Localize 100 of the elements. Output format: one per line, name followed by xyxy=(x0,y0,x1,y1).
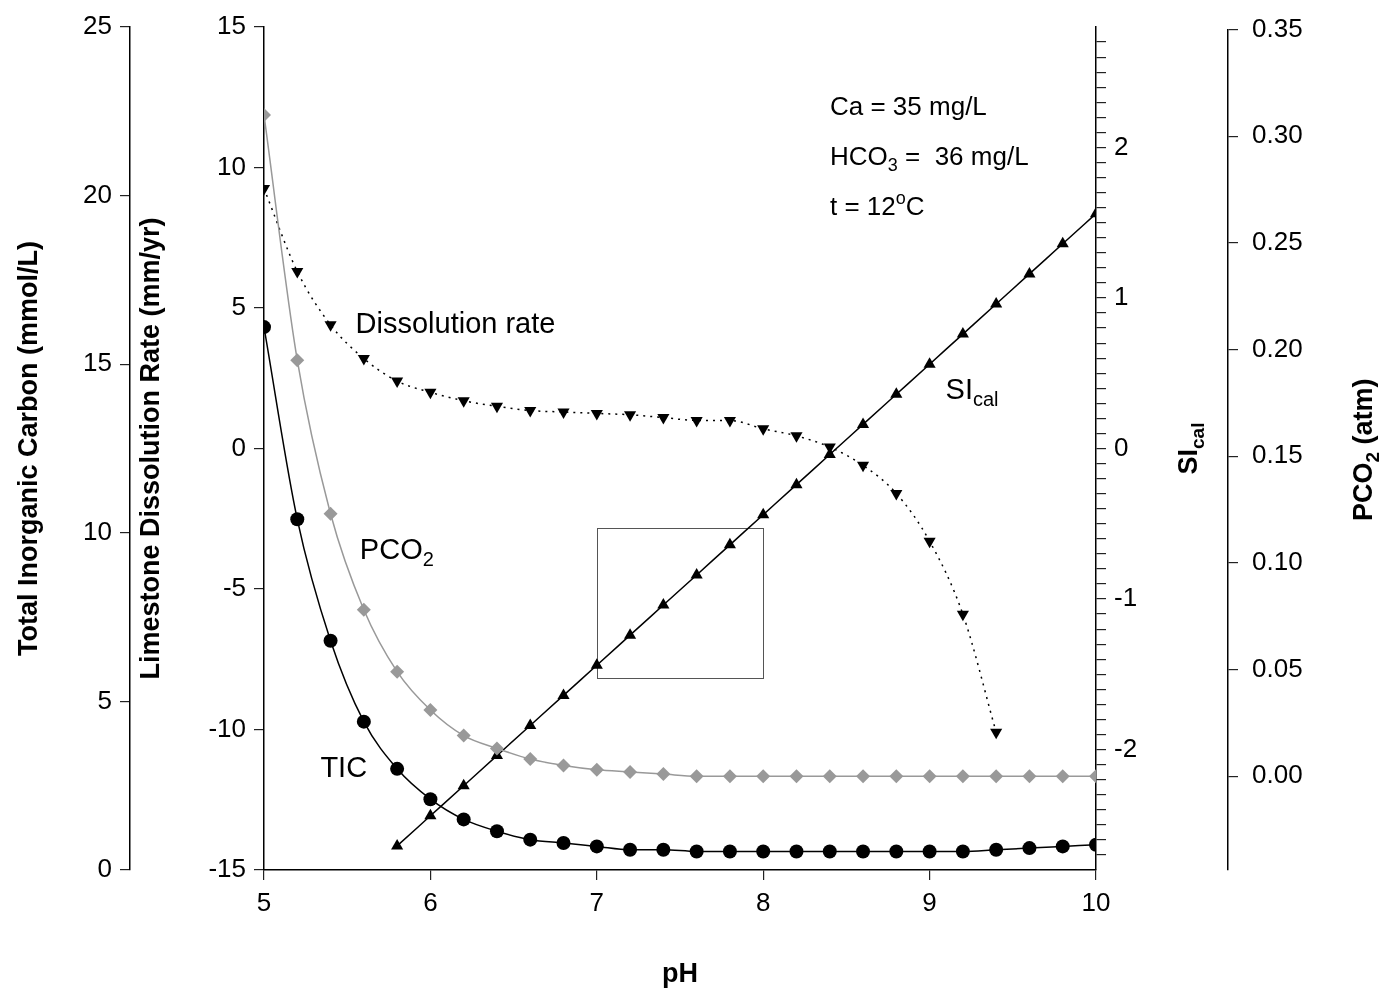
point xyxy=(922,769,937,784)
point xyxy=(624,411,637,422)
y3-tick-label: 0 xyxy=(97,853,112,884)
point xyxy=(889,769,904,784)
point xyxy=(690,567,703,579)
y-tick-label: -10 xyxy=(208,712,246,743)
point xyxy=(1055,839,1070,854)
point xyxy=(1055,769,1070,784)
point xyxy=(523,832,538,847)
point xyxy=(356,714,371,729)
point xyxy=(822,844,837,859)
point xyxy=(657,598,670,609)
x-tick-label: 8 xyxy=(755,886,771,917)
y3-tick-label: 15 xyxy=(83,347,112,378)
x-axis-title: pH xyxy=(662,958,698,989)
x-tick-label: 9 xyxy=(922,886,937,917)
point xyxy=(756,844,771,859)
point xyxy=(790,432,803,443)
x-tick-label: 5 xyxy=(256,886,272,917)
point xyxy=(1056,236,1069,248)
y2-tick-label: 1 xyxy=(1114,281,1129,312)
point xyxy=(557,688,570,699)
point xyxy=(457,778,470,790)
y-tick-label: 0.20 xyxy=(1252,332,1303,363)
point xyxy=(956,327,969,338)
y3-tick-label: 10 xyxy=(83,515,112,546)
point xyxy=(624,628,637,639)
point xyxy=(423,703,438,718)
point xyxy=(589,839,604,854)
point xyxy=(822,769,837,784)
point xyxy=(524,718,537,729)
point xyxy=(856,769,871,784)
point xyxy=(490,402,504,414)
point xyxy=(690,416,703,428)
point xyxy=(689,844,704,859)
point xyxy=(424,808,437,820)
point xyxy=(323,633,338,648)
point xyxy=(656,767,671,782)
y-tick-label: 0 xyxy=(231,431,246,462)
point xyxy=(291,267,304,279)
point xyxy=(722,844,737,859)
y-tick-label: 0.05 xyxy=(1252,652,1303,683)
x-tick-label: 6 xyxy=(423,886,438,917)
point xyxy=(656,842,671,857)
point xyxy=(357,355,370,366)
y2-tick-label: 2 xyxy=(1114,130,1129,161)
point xyxy=(456,812,471,827)
point xyxy=(457,397,470,408)
y-tick-label: 0.10 xyxy=(1252,546,1303,577)
point xyxy=(722,769,737,784)
point xyxy=(390,664,405,679)
y3-tick-label: 20 xyxy=(83,178,112,209)
y2-tick-label: 0 xyxy=(1114,431,1129,462)
y-tick-label: 0.30 xyxy=(1252,119,1303,150)
point xyxy=(524,407,537,418)
point xyxy=(789,844,804,859)
point xyxy=(757,507,770,519)
point xyxy=(423,792,438,807)
point xyxy=(856,417,870,428)
point xyxy=(856,461,870,473)
point xyxy=(323,506,338,521)
point xyxy=(390,761,405,776)
point xyxy=(890,387,903,398)
point xyxy=(489,741,504,756)
point xyxy=(723,416,736,428)
point xyxy=(1022,841,1037,856)
point xyxy=(756,769,771,784)
point xyxy=(391,838,404,850)
annotation: Ca = 35 mg/L xyxy=(830,91,987,122)
point xyxy=(290,512,305,527)
point xyxy=(489,824,504,839)
point xyxy=(723,537,736,549)
y-tick-label: 5 xyxy=(231,291,246,322)
point xyxy=(590,409,603,421)
y-axis-title: PCO2 (atm) xyxy=(1348,378,1383,522)
y-axis-title: Limestone Dissolution Rate (mm/yr) xyxy=(135,217,166,680)
y-tick-label: 0.00 xyxy=(1252,759,1303,790)
series-label: TIC xyxy=(320,750,368,783)
point xyxy=(1022,769,1037,784)
point xyxy=(424,388,437,400)
point xyxy=(989,769,1004,784)
y3-axis-title: Total Inorganic Carbon (mmol/L) xyxy=(13,241,44,656)
point xyxy=(689,769,704,784)
point xyxy=(789,769,804,784)
y3-tick-label: 5 xyxy=(97,684,112,715)
point xyxy=(757,425,770,436)
y-tick-label: 10 xyxy=(217,150,246,181)
y3-tick-label: 25 xyxy=(83,10,112,41)
point xyxy=(922,844,937,859)
point xyxy=(590,658,603,669)
point xyxy=(623,764,638,779)
point xyxy=(990,728,1003,740)
point xyxy=(1023,266,1036,278)
y-tick-label: 0.15 xyxy=(1252,439,1303,470)
point xyxy=(989,842,1004,857)
y2-tick-label: -1 xyxy=(1114,582,1138,613)
point xyxy=(589,762,604,777)
point xyxy=(923,537,936,549)
x-tick-label: 10 xyxy=(1081,886,1111,917)
point xyxy=(657,414,670,425)
